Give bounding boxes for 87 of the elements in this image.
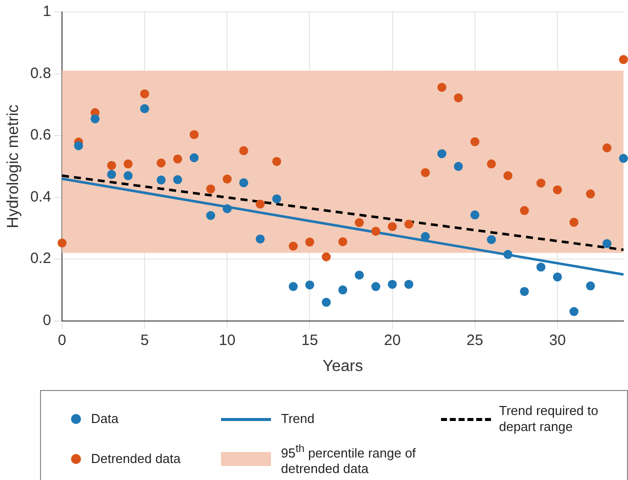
point [503,250,512,259]
point [190,153,199,162]
point [619,55,628,64]
point [371,226,380,236]
point [173,154,182,164]
y-tick-label: 1 [42,3,52,20]
point [173,175,182,184]
point [107,170,116,179]
point [470,210,480,220]
point [619,154,628,163]
point [520,206,529,216]
point [404,280,414,289]
x-tick-label: 30 [549,332,566,349]
x-tick-label: 15 [301,332,318,349]
point [322,252,331,262]
point [156,175,166,184]
legend-label: Data [91,411,118,427]
x-tick-label: 10 [218,332,236,349]
point [107,160,116,170]
point [569,218,578,227]
point [354,218,364,228]
point [256,200,265,209]
point [305,238,314,247]
point [420,232,430,241]
point [503,171,512,180]
point [140,89,150,98]
x-tick-label: 5 [140,332,149,349]
point [239,146,248,156]
point [338,237,348,246]
point [206,184,216,194]
point [74,141,84,150]
legend-label: 95$^{th}$ percentile range of detrended data [281,442,417,478]
legend-label: Detrended data [91,451,181,467]
point [322,298,331,307]
x-axis-title: Years [322,358,363,375]
point [156,158,166,168]
point [602,239,612,248]
point [536,262,546,272]
point [586,281,595,290]
y-axis-title: Hydrologic metric [5,104,22,228]
point [140,104,150,114]
point [552,185,562,194]
point [90,114,100,124]
point [354,270,364,280]
point [272,194,282,204]
point [586,189,595,198]
point [288,242,298,251]
x-tick-label: 0 [58,332,66,349]
y-tick-label: 0.6 [30,126,52,144]
point [222,204,232,214]
point [404,220,414,229]
point [454,93,463,102]
point [437,82,446,92]
point [338,285,348,294]
point [288,282,298,292]
point [58,238,67,248]
point [272,156,282,166]
point [256,234,265,244]
point [305,280,314,290]
point [470,137,480,146]
y-tick-label: 0 [42,312,52,329]
point [569,307,578,316]
point [520,286,529,296]
point [388,280,397,289]
point [124,159,133,168]
legend-label: Trend required to depart range [499,403,600,435]
point [371,282,380,292]
y-tick-label: 0.8 [30,64,52,82]
point [239,178,248,188]
point [124,171,133,180]
y-tick-label: 0.4 [30,188,52,206]
x-tick-label: 20 [384,332,401,349]
point [437,149,446,158]
point [454,162,463,171]
point [486,159,496,168]
point [206,211,216,220]
point [486,235,496,244]
point [602,143,612,152]
point [420,168,430,178]
point [552,272,562,282]
legend-label: Trend [281,411,314,427]
point [388,222,397,232]
point [190,130,199,140]
point [536,178,546,188]
x-tick-label: 25 [466,332,484,349]
y-tick-label: 0.2 [30,250,52,268]
point [222,174,232,184]
